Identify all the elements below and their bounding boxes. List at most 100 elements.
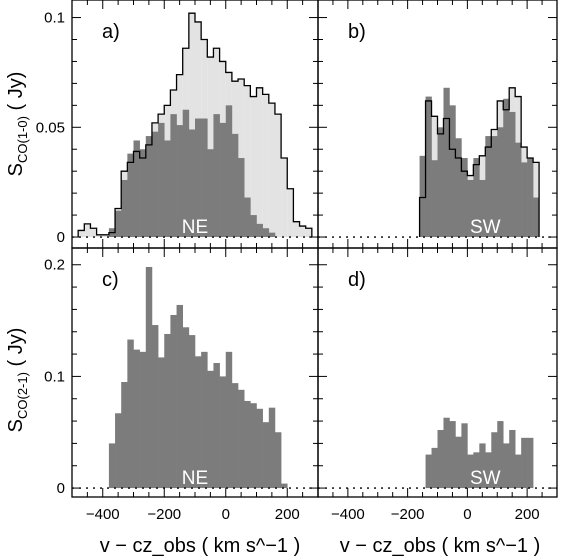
- bar-light-36: [299, 226, 306, 238]
- bar-dark-4: [443, 87, 450, 238]
- bar-dark-16: [515, 142, 522, 238]
- y-tick-label: 0.2: [44, 257, 65, 274]
- bar-dark-13: [497, 127, 504, 238]
- bar-dark-14: [503, 98, 510, 238]
- bar-dark-28: [250, 215, 257, 238]
- bar-dark-11: [491, 432, 498, 489]
- bar-dark-6: [461, 423, 468, 489]
- bar-light-21: [207, 57, 214, 238]
- bar-dark-16: [207, 370, 214, 489]
- bar-dark-24: [256, 408, 263, 489]
- y-axis-title-bottom: SCO(2-1) ( Jy): [5, 328, 30, 433]
- y-tick-label: 0.05: [36, 119, 65, 136]
- bar-dark-11: [485, 136, 492, 238]
- bar-dark-10: [479, 179, 486, 238]
- bar-dark-14: [509, 430, 516, 489]
- y-tick-label: 0: [57, 229, 65, 246]
- bar-dark-1: [115, 413, 122, 489]
- bar-dark-4: [449, 421, 456, 489]
- bar-light-3: [96, 234, 103, 238]
- bar-dark-30: [262, 228, 270, 238]
- bar-dark-11: [145, 136, 153, 238]
- bar-dark-10: [170, 314, 177, 489]
- bar-light-1: [84, 223, 91, 238]
- bar-dark-4: [133, 349, 140, 489]
- x-axis-title-left: v − cz_obs ( km s^−1 ): [100, 535, 301, 557]
- bar-light-33: [281, 158, 288, 238]
- bar-dark-3: [127, 339, 134, 489]
- bar-light-28: [250, 96, 257, 238]
- bar-dark-15: [515, 454, 522, 489]
- bar-dark-17: [521, 162, 528, 238]
- x-axis-title-right: v − cz_obs ( km s^−1 ): [340, 535, 541, 557]
- panel-letter: d): [348, 269, 366, 291]
- bar-dark-12: [182, 327, 190, 489]
- bar-dark-29: [256, 223, 263, 238]
- bar-dark-24: [225, 105, 233, 238]
- bar-light-18: [188, 13, 195, 238]
- bar-dark-19: [225, 351, 233, 489]
- bar-dark-23: [250, 403, 257, 489]
- bar-dark-17: [182, 109, 190, 238]
- bar-dark-15: [201, 351, 208, 489]
- bar-dark-20: [201, 118, 208, 238]
- region-label: NE: [182, 468, 208, 489]
- x-tick-label: 200: [275, 506, 300, 523]
- bar-dark-22: [244, 400, 251, 489]
- x-tick-label: −200: [391, 506, 425, 523]
- bar-dark-6: [455, 138, 462, 238]
- bar-dark-9: [479, 443, 486, 489]
- bar-dark-19: [195, 118, 202, 238]
- series-outline: [77, 12, 313, 238]
- bar-dark-17: [527, 437, 534, 489]
- bar-dark-16: [176, 125, 183, 238]
- region-label: SW: [470, 468, 501, 489]
- region-label: SW: [470, 217, 501, 238]
- x-tick-label: −400: [331, 506, 365, 523]
- bar-dark-5: [455, 436, 462, 489]
- bar-dark-9: [164, 333, 171, 489]
- bar-dark-18: [188, 129, 196, 238]
- panel-d: −400 −200 0 200 d) SW: [317, 247, 558, 523]
- bar-dark-18: [527, 158, 534, 238]
- bar-dark-11: [176, 304, 183, 489]
- bar-light-34: [287, 188, 294, 238]
- bar-dark-12: [491, 136, 498, 238]
- bar-dark-0: [419, 155, 426, 238]
- bar-dark-3: [437, 127, 444, 238]
- bar-dark-0: [425, 454, 432, 489]
- bar-dark-8: [473, 452, 480, 489]
- bar-dark-7: [121, 179, 128, 238]
- bar-dark-22: [213, 114, 220, 238]
- bar-dark-25: [231, 133, 239, 238]
- bar-dark-18: [219, 376, 227, 489]
- bar-light-35: [293, 221, 300, 238]
- region-label: NE: [182, 217, 208, 238]
- bar-dark-16: [521, 437, 528, 489]
- bar-dark-2: [431, 160, 438, 238]
- bar-dark-14: [195, 356, 202, 489]
- bar-dark-8: [467, 179, 474, 238]
- bar-dark-27: [274, 432, 282, 489]
- bar-dark-12: [151, 131, 159, 238]
- y-tick-label: 0.1: [44, 368, 65, 385]
- x-tick-label: −400: [86, 506, 120, 523]
- bar-dark-25: [262, 422, 270, 489]
- bar-dark-13: [158, 122, 165, 238]
- panel-letter: c): [102, 269, 119, 291]
- bar-dark-9: [133, 140, 140, 238]
- panel-b: b) SW: [317, 0, 558, 249]
- bar-light-32: [274, 114, 282, 238]
- bar-dark-13: [503, 443, 510, 489]
- panel-a: 0 0.05 0.1 a) NE: [36, 0, 319, 249]
- bar-dark-27: [244, 197, 251, 238]
- bar-dark-6: [145, 266, 153, 489]
- panel-letter: b): [348, 21, 366, 43]
- bar-dark-20: [231, 383, 239, 489]
- bar-light-29: [256, 87, 263, 238]
- bar-dark-5: [449, 105, 456, 238]
- bar-dark-9: [473, 158, 480, 238]
- bar-dark-2: [437, 430, 444, 489]
- bar-dark-7: [151, 325, 159, 489]
